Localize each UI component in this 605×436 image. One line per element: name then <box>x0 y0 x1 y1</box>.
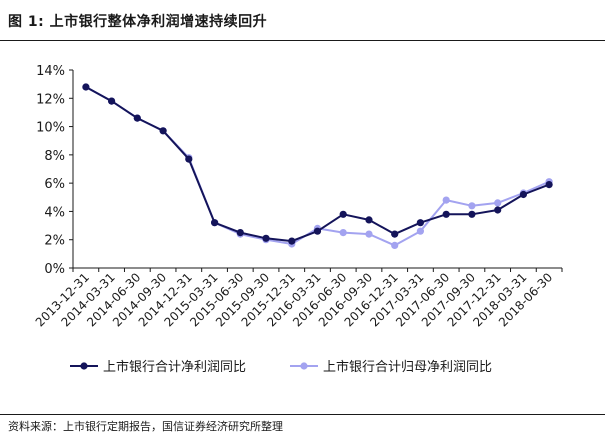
data-point-series-1 <box>442 210 450 218</box>
data-point-series-1 <box>185 155 193 163</box>
data-point-series-1 <box>211 219 219 227</box>
data-point-series-1 <box>159 127 167 135</box>
data-point-series-1 <box>339 210 347 218</box>
data-point-series-2 <box>365 230 373 238</box>
legend-marker-2 <box>300 362 308 370</box>
data-point-series-2 <box>339 229 347 237</box>
data-point-series-1 <box>494 206 502 214</box>
data-point-series-1 <box>391 230 399 238</box>
series-line-2 <box>85 86 550 247</box>
data-point-series-1 <box>313 227 322 235</box>
data-point-series-2 <box>391 241 399 249</box>
source-note: 资料来源：上市银行定期报告，国信证券经济研究所整理 <box>8 420 283 433</box>
y-tick-label: 2% <box>44 234 65 249</box>
data-point-series-1 <box>519 190 528 199</box>
data-point-series-1 <box>236 229 244 237</box>
data-point-series-2 <box>416 227 424 235</box>
y-tick-label: 8% <box>44 149 65 164</box>
y-tick-label: 12% <box>36 92 65 107</box>
data-point-series-1 <box>82 83 90 91</box>
legend-label-1: 上市银行合计净利润同比 <box>103 359 246 375</box>
data-point-series-1 <box>365 216 373 224</box>
data-point-series-2 <box>468 202 476 210</box>
y-tick-label: 14% <box>36 64 65 79</box>
data-point-series-1 <box>108 97 116 105</box>
top-rule <box>0 40 605 41</box>
y-tick-label: 10% <box>36 121 65 136</box>
bottom-rule <box>0 414 605 415</box>
data-point-series-1 <box>288 237 296 245</box>
data-point-series-2 <box>494 199 502 207</box>
data-point-series-2 <box>442 196 450 204</box>
data-point-series-1 <box>416 219 424 227</box>
y-tick-label: 6% <box>44 177 65 192</box>
data-point-series-1 <box>133 114 141 122</box>
data-point-series-1 <box>545 181 553 189</box>
data-point-series-1 <box>468 210 476 218</box>
figure-title: 图 1: 上市银行整体净利润增速持续回升 <box>8 14 268 30</box>
y-tick-label: 0% <box>44 262 65 277</box>
legend-marker-1 <box>80 362 88 370</box>
series-line-1 <box>85 86 550 243</box>
y-tick-label: 4% <box>44 205 65 220</box>
data-point-series-1 <box>262 234 270 242</box>
legend-label-2: 上市银行合计归母净利润同比 <box>323 359 492 375</box>
